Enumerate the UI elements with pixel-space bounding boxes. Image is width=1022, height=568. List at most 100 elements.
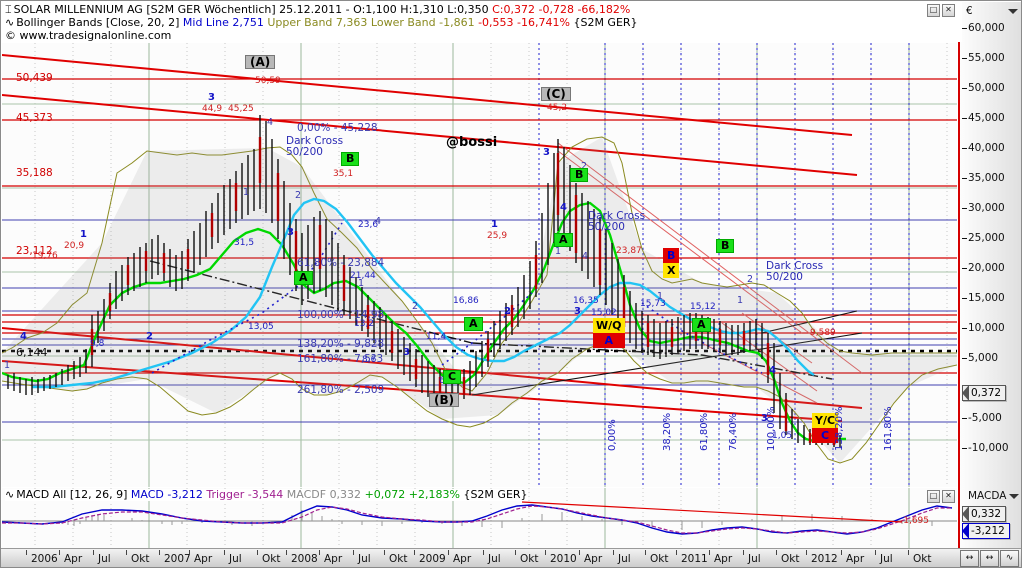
abc-box-a: (A) — [245, 55, 276, 69]
dark-cross-line2: 50/200 — [588, 221, 625, 233]
zoom-horizontal-icon[interactable]: ↔ — [980, 550, 999, 567]
header-instrument-line: ⌶ SOLAR MILLENNIUM AG [S2M GER Wöchentlic… — [5, 4, 630, 16]
pivot-16-35: 16,35 — [573, 296, 599, 306]
trigger-value: -3,544 — [247, 488, 284, 501]
xtick-jul-2007: Jul — [224, 550, 242, 565]
ytick-20000: 20,000 — [962, 262, 1005, 274]
ytick-15000: 15,000 — [962, 292, 1005, 304]
bollinger-band-fill — [2, 137, 957, 463]
price-chart-plot-area[interactable]: 50,439 45,373 35,188 23,112 6,144 0,00% … — [2, 43, 957, 487]
macdf-value: 0,332 — [329, 488, 362, 501]
xtick-jul-2006: Jul — [93, 550, 111, 565]
macd-label: MACD — [130, 488, 164, 501]
xtick-apr-2008: Apr — [318, 550, 343, 565]
pivot-44-9: 44,9 — [202, 104, 223, 114]
macd-trendline — [521, 501, 903, 523]
xtick-jul-2011: Jul — [743, 550, 761, 565]
tag-b-3: B — [716, 239, 735, 253]
wave-sub-1d: 1 — [555, 246, 562, 257]
bollinger-symbol: {S2M GER} — [573, 16, 638, 29]
wave-label-2: 2 — [146, 331, 153, 342]
wave-label-4: 4 — [20, 331, 27, 342]
pivot-8-6: 8,6 — [362, 355, 377, 365]
macd-pane-title: MACDA — [968, 490, 1007, 502]
level-label-6144: 6,144 — [16, 346, 48, 359]
close-icon[interactable]: ✕ — [942, 490, 955, 503]
header-change-pct: -66,182% — [577, 3, 631, 16]
abc-box-c: (C) — [541, 87, 571, 101]
macd-line — [2, 504, 953, 535]
dark-cross-label-3: Dark Cross 50/200 — [766, 261, 823, 283]
fib-label-1382: 138,20% - 9,828 — [297, 338, 385, 350]
abc-box-b: (B) — [429, 393, 460, 407]
macd-delta: +0,072 — [364, 488, 406, 501]
dark-cross-label-1: Dark Cross 50/200 — [286, 136, 343, 158]
macd-plot-area[interactable]: ∿ MACD All [12, 26, 9] MACD -3,212 Trigge… — [2, 488, 957, 548]
tag-a-3: A — [692, 318, 711, 332]
level-label-23112: 23,112 — [16, 245, 53, 257]
xtick-jul-2010: Jul — [613, 550, 631, 565]
xtick-okt-2010: Okt — [644, 550, 669, 565]
ytick-45000: 45,000 — [962, 112, 1005, 124]
xtick-okt-2009: Okt — [514, 550, 539, 565]
macd-axis[interactable]: MACDA 0,332 -3,212 — [958, 488, 1021, 548]
maximize-icon[interactable]: □ — [927, 490, 940, 503]
volfib-1618: 161,80% — [883, 406, 894, 452]
fib-label-1618: 161,80% - 7,5?3 — [297, 353, 384, 365]
scroll-horizontal-icon[interactable]: ↔ — [960, 550, 979, 567]
header-close: C:0,372 — [492, 3, 535, 16]
wave-sub-2b: 4 — [375, 216, 382, 227]
pivot-16-86: 16,86 — [453, 296, 479, 306]
ma-50-line — [2, 201, 846, 443]
price-axis[interactable]: € 60,000 55,000 50,000 45,000 40,000 35,… — [958, 2, 1021, 488]
pivot-50-59: 50,59 — [255, 76, 281, 86]
fit-chart-icon[interactable]: ∿ — [1000, 550, 1019, 567]
pivot-15-73: 15,73 — [640, 299, 666, 309]
macd-header-line: ∿ MACD All [12, 26, 9] MACD -3,212 Trigge… — [5, 489, 528, 501]
signal-bottom-label: X — [663, 263, 680, 278]
macd-symbol: {S2M GER} — [463, 488, 528, 501]
close-icon[interactable]: ✕ — [942, 4, 955, 17]
wave-sub-1f: 1 — [737, 295, 744, 306]
header-change: -0,728 — [538, 3, 574, 16]
volfib-764: 76,40% — [728, 412, 739, 451]
pivot-9-8: 9,8 — [90, 339, 105, 349]
bollinger-lower-band — [2, 342, 957, 464]
chevron-down-icon[interactable] — [1008, 9, 1018, 14]
chart-pane-window-controls[interactable]: □ ✕ — [927, 4, 955, 17]
volfib-0: 0,00% — [607, 419, 618, 451]
header-bollinger-line: ∿ Bollinger Bands [Close, 20, 2] Mid Line… — [5, 17, 638, 29]
pivot-13-05: 13,05 — [248, 322, 274, 332]
volfib-100: 100,00% — [766, 406, 777, 452]
dark-cross-line1: Dark Cross — [588, 210, 646, 222]
maximize-icon[interactable]: □ — [927, 4, 940, 17]
wave-sub-1g: 1 — [4, 360, 11, 371]
wave-label-3c: 3 — [543, 147, 550, 158]
dark-cross-line2: 50/200 — [286, 146, 323, 158]
trigger-label: Trigger — [206, 488, 245, 501]
time-axis[interactable]: 2006 Apr Jul Okt 2007 Apr Jul Okt 2008 A… — [1, 548, 1021, 567]
volfib-382: 38,20% — [662, 412, 673, 451]
signal-tag-x: B X — [663, 248, 680, 278]
chevron-down-icon[interactable] — [1009, 494, 1019, 499]
volfib-618: 61,80% — [699, 412, 710, 451]
wave-label-4f: 4 — [769, 365, 776, 376]
indicator-icon: ∿ — [5, 16, 15, 29]
macd-pane-window-controls[interactable]: □ ✕ — [927, 490, 955, 503]
ytick-35000: 35,000 — [962, 172, 1005, 184]
fib-label-2618: 261,80% - 2,509 — [297, 384, 385, 396]
pivot-11-4: 11,4 — [426, 332, 447, 342]
pivot-21-44: 21,44 — [350, 271, 376, 281]
level-label-35188: 35,188 — [16, 167, 53, 179]
signal-top-label: W/Q — [593, 318, 625, 333]
xtick-2006: 2006 — [26, 550, 58, 565]
header-open: O:1,100 — [353, 3, 397, 16]
ytick-55000: 55,000 — [962, 52, 1005, 64]
level-label-45373: 45,373 — [16, 112, 53, 124]
ytick-40000: 40,000 — [962, 142, 1005, 154]
chart-tool-buttons[interactable]: ↔ ↔ ∿ — [960, 550, 1019, 567]
macd-value: -3,212 — [167, 488, 203, 501]
xtick-okt-2008: Okt — [383, 550, 408, 565]
macd-svg — [2, 488, 957, 548]
tag-c-1: C — [443, 370, 462, 384]
